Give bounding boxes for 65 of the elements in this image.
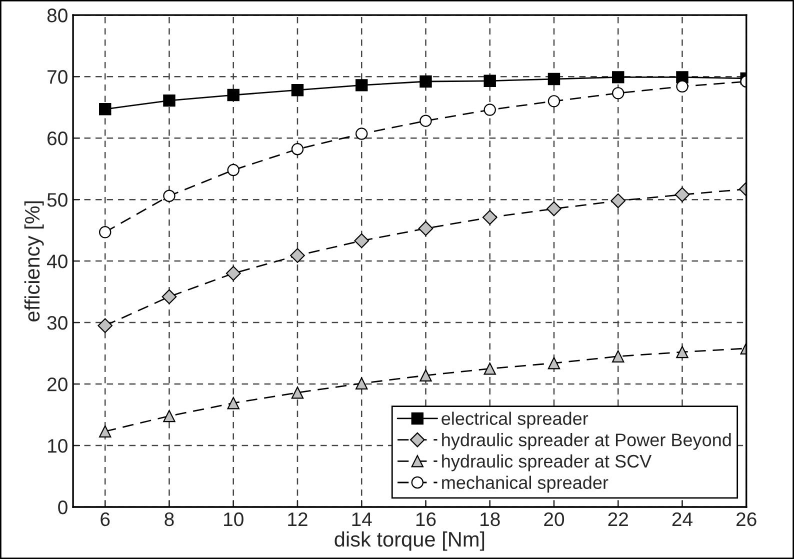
legend-label: electrical spreader [442,412,588,429]
point [546,201,562,216]
y-tick-label: 20 [48,378,68,392]
y-tick-label: 60 [48,132,68,146]
point [354,233,370,248]
point [548,72,560,86]
point [548,95,560,108]
point [163,410,176,422]
y-tick-label: 50 [47,193,68,207]
point [420,75,432,88]
y-tick-label: 30 [47,316,68,330]
point [356,128,368,140]
point [98,318,113,334]
point [420,369,432,382]
point [676,346,688,358]
y-tick-label: 10 [48,438,68,453]
x-tick-label: 8 [164,512,174,526]
y-tick-label: 0 [58,500,68,514]
point [674,187,690,202]
point [227,164,240,176]
point [356,79,368,92]
point [291,84,304,96]
legend-label: hydraulic spreader at SCV [442,454,652,472]
y-tick-label: 40 [47,254,68,268]
y-tick-label: 70 [48,70,68,84]
point [99,226,112,238]
point [612,350,624,362]
point [484,74,496,87]
point [291,386,304,399]
point [612,87,624,100]
x-tick-label: 26 [736,512,756,526]
point [484,362,496,375]
point [356,377,368,390]
point [99,103,112,116]
point [418,221,434,236]
point [610,193,626,208]
x-tick-label: 22 [608,512,628,526]
y-tick-label: 80 [47,8,68,22]
point [226,266,241,281]
x-tick-label: 20 [544,512,564,526]
x-tick-label: 14 [352,512,372,526]
point [227,88,240,102]
x-tick-label: 24 [672,512,692,526]
point [163,190,176,202]
point [484,104,496,116]
x-tick-label: 12 [288,512,308,526]
point [548,357,560,370]
x-tick-label: 16 [416,512,436,526]
legend-label: hydraulic spreader at Power Beyond [442,433,731,450]
point [163,94,176,107]
point [290,248,305,263]
point [676,80,688,93]
x-axis-title: disk torque [Nm] [334,531,484,551]
point [227,396,240,410]
point [612,71,624,84]
x-tick-label: 10 [224,512,244,526]
point [420,114,432,127]
legend-label: mechanical spreader [442,476,608,493]
point [482,210,498,225]
point [99,425,112,438]
y-axis-title: efficiency [%] [24,201,44,322]
point [162,289,177,304]
x-tick-label: 18 [480,512,500,526]
x-tick-label: 6 [100,512,110,526]
point [291,143,304,156]
